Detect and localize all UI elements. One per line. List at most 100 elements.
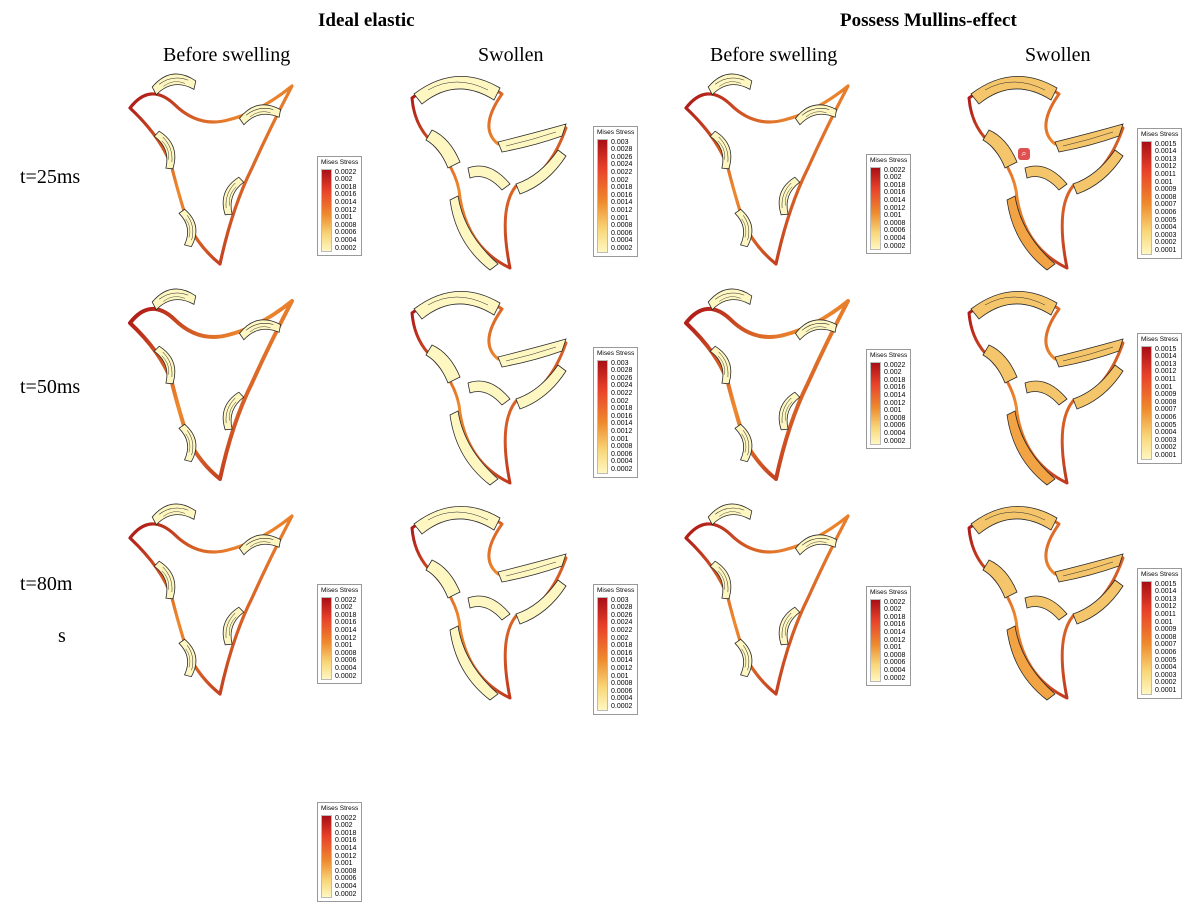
- legend-tick-label: 0.0012: [884, 204, 906, 212]
- legend-title: Mises Stress: [597, 587, 635, 594]
- legend-title: Mises Stress: [1141, 131, 1179, 138]
- legend-tick-label: 0.0022: [884, 166, 906, 174]
- swollen-chamber: [413, 76, 501, 105]
- legend-tick-label: 0.0001: [1155, 686, 1177, 694]
- simulation-panel-r1-c1: Mises Stress 0.0022 0.002 0.0018 0.0016 0.001…: [120, 68, 400, 273]
- legend-tick-label: 0.0001: [1155, 451, 1177, 459]
- legend-tick-label: 0.0008: [1155, 633, 1177, 641]
- legend-title: Mises Stress: [1141, 571, 1179, 578]
- swollen-chamber: [1006, 410, 1056, 486]
- legend-tick-label: 0.0004: [335, 236, 357, 244]
- chamber-bottom-right: [222, 606, 245, 646]
- legend-tick-label: 0.0016: [611, 412, 633, 420]
- legend-tick-label: 0.0022: [884, 361, 906, 369]
- chamber-left: [709, 345, 732, 385]
- legend-tick-label: 0.0002: [335, 890, 357, 898]
- legend-tick-label: 0.0004: [884, 234, 906, 242]
- legend-colorbar: [597, 596, 608, 711]
- legend-tick-label: 0.0022: [884, 598, 906, 606]
- legend-tick-label: 0.0008: [1155, 193, 1177, 201]
- legend-tick-label: 0.0006: [335, 657, 357, 665]
- legend-title: Mises Stress: [870, 352, 908, 359]
- swollen-chamber: [413, 506, 501, 535]
- legend-tick-label: 0.001: [1155, 618, 1173, 626]
- chamber-left: [153, 560, 176, 600]
- legend-tick-label: 0.0006: [1155, 413, 1177, 421]
- legend-tick-label: 0.0014: [1155, 588, 1177, 596]
- swollen-chamber: [467, 595, 511, 621]
- legend-tick-label: 0.0011: [1155, 610, 1176, 618]
- chamber-top: [151, 503, 197, 526]
- swollen-chamber: [970, 291, 1058, 320]
- actuator-deformation-plot: [410, 291, 568, 486]
- legend-title: Mises Stress: [597, 350, 635, 357]
- legend-tick-label: 0.0006: [1155, 208, 1177, 216]
- legend-tick-label: 0.0002: [884, 242, 906, 250]
- simulation-panel-r3-c1: Mises Stress 0.0022 0.002 0.0018 0.0016 0.001…: [120, 498, 400, 902]
- legend-tick-label: 0.001: [1155, 178, 1173, 186]
- legend-colorbar: [1141, 140, 1152, 255]
- legend-tick-label: 0.0016: [335, 619, 357, 627]
- chamber-bottom-left: [734, 638, 753, 678]
- chamber-left: [709, 130, 732, 170]
- legend-tick-label: 0.0012: [611, 206, 633, 214]
- chamber-bottom-left: [178, 423, 197, 463]
- membrane-outline: [128, 299, 294, 481]
- legend-tick-label: 0.0014: [335, 198, 357, 206]
- legend-tick-label: 0.0016: [884, 621, 906, 629]
- legend-tick-label: 0.0018: [611, 405, 633, 413]
- simulation-panel-r3-c3: Mises Stress 0.0022 0.002 0.0018 0.0016 0.001…: [676, 498, 956, 703]
- legend-tick-label: 0.0016: [611, 649, 633, 657]
- simulation-panel-r1-c4: Mises Stress 0.0015 0.0014 0.0013 0.0012 0.00…: [955, 68, 1184, 273]
- swollen-chamber: [515, 579, 567, 625]
- legend-tick-label: 0.0018: [335, 829, 357, 837]
- legend-tick-label: 0.0003: [1155, 671, 1177, 679]
- stress-legend: Mises Stress 0.0022 0.002 0.0018 0.0016 0.001…: [317, 156, 363, 257]
- swollen-chamber: [970, 76, 1058, 105]
- row-label-t25: t=25ms: [20, 166, 81, 188]
- legend-tick-label: 0.0013: [1155, 155, 1177, 163]
- chamber-bottom-right: [778, 606, 801, 646]
- legend-tick-label: 0.0026: [611, 153, 633, 161]
- simulation-panel-r3-c4: Mises Stress 0.0015 0.0014 0.0013 0.0012 0.00…: [955, 498, 1184, 703]
- legend-tick-label: 0.001: [884, 644, 902, 652]
- legend-tick-label: 0.0024: [611, 161, 633, 169]
- legend-tick-label: 0.0018: [611, 184, 633, 192]
- actuator-deformation-plot: [410, 506, 568, 701]
- legend-title: Mises Stress: [597, 129, 635, 136]
- legend-tick-label: 0.0016: [884, 189, 906, 197]
- legend-tick-label: 0.0002: [611, 465, 633, 473]
- legend-tick-label: 0.0008: [884, 414, 906, 422]
- legend-title: Mises Stress: [1141, 336, 1179, 343]
- legend-tick-label: 0.001: [611, 214, 629, 222]
- chamber-right: [794, 104, 837, 126]
- membrane-outline: [128, 514, 294, 696]
- legend-tick-label: 0.0028: [611, 604, 633, 612]
- legend-tick-label: 0.0018: [884, 376, 906, 384]
- legend-tick-label: 0.0014: [611, 199, 633, 207]
- legend-tick-label: 0.0009: [1155, 626, 1177, 634]
- legend-tick-label: 0.0006: [884, 227, 906, 235]
- legend-tick-label: 0.003: [611, 138, 629, 146]
- column-label-mullins-before: Before swelling: [710, 44, 838, 66]
- swollen-chamber: [425, 559, 461, 599]
- row-label-t80-line1: t=80m: [20, 573, 73, 595]
- legend-colorbar: [321, 596, 332, 681]
- simulation-panel-r2-c2: Mises Stress 0.003 0.0028 0.0026 0.0024 0.002…: [398, 283, 678, 488]
- legend-tick-label: 0.0008: [335, 221, 357, 229]
- column-label-ideal-before: Before swelling: [163, 44, 291, 66]
- swollen-chamber: [1024, 595, 1068, 621]
- chamber-left: [153, 345, 176, 385]
- chamber-bottom-left: [178, 638, 197, 678]
- swollen-chamber: [413, 291, 501, 320]
- legend-tick-label: 0.0018: [884, 181, 906, 189]
- stress-legend: Mises Stress 0.0022 0.002 0.0018 0.0016 0.001…: [317, 584, 363, 685]
- legend-tick-label: 0.0024: [611, 619, 633, 627]
- zoom-marker-icon[interactable]: ⌕: [1018, 148, 1030, 160]
- legend-tick-label: 0.0006: [611, 687, 633, 695]
- legend-tick-label: 0.002: [884, 174, 902, 182]
- legend-tick-label: 0.001: [611, 672, 629, 680]
- legend-tick-label: 0.0022: [611, 626, 633, 634]
- legend-tick-label: 0.0004: [884, 429, 906, 437]
- legend-tick-label: 0.0014: [884, 628, 906, 636]
